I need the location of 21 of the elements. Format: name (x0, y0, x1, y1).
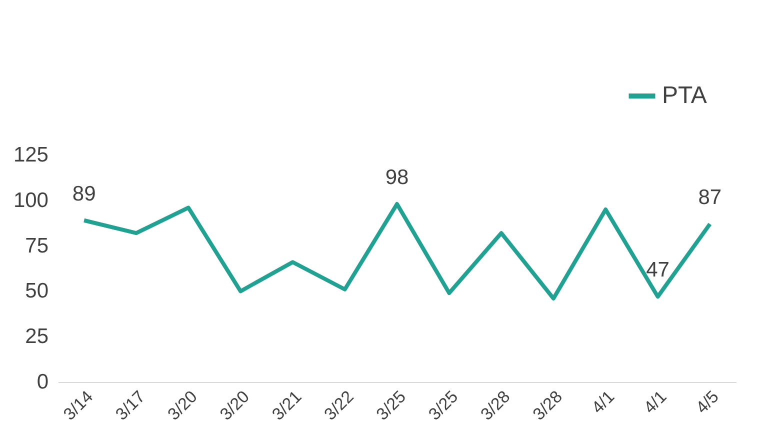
y-tick-label: 50 (25, 280, 48, 303)
data-label: 87 (698, 186, 722, 210)
y-tick-label: 25 (25, 325, 48, 348)
x-tick-label: 3/28 (476, 387, 514, 424)
data-label: 47 (646, 258, 670, 282)
x-tick-label: 3/20 (164, 387, 201, 424)
data-label: 98 (385, 166, 409, 190)
x-tick-label: 3/21 (268, 387, 306, 424)
y-tick-label: 125 (13, 144, 48, 166)
x-tick-label: 3/14 (60, 387, 97, 424)
y-tick-label: 100 (13, 188, 48, 212)
y-tick-label: 0 (36, 370, 48, 394)
legend-label: PTA (662, 82, 707, 109)
x-tick-label: 3/28 (529, 387, 566, 424)
x-tick-label: 4/1 (588, 387, 618, 418)
x-tick-label: 4/5 (692, 387, 722, 418)
y-tick-label: 75 (25, 234, 48, 258)
data-label: 89 (72, 182, 96, 206)
x-tick-label: 3/20 (216, 387, 254, 424)
x-tick-label: 4/1 (640, 387, 670, 418)
x-tick-label: 3/22 (320, 387, 358, 424)
